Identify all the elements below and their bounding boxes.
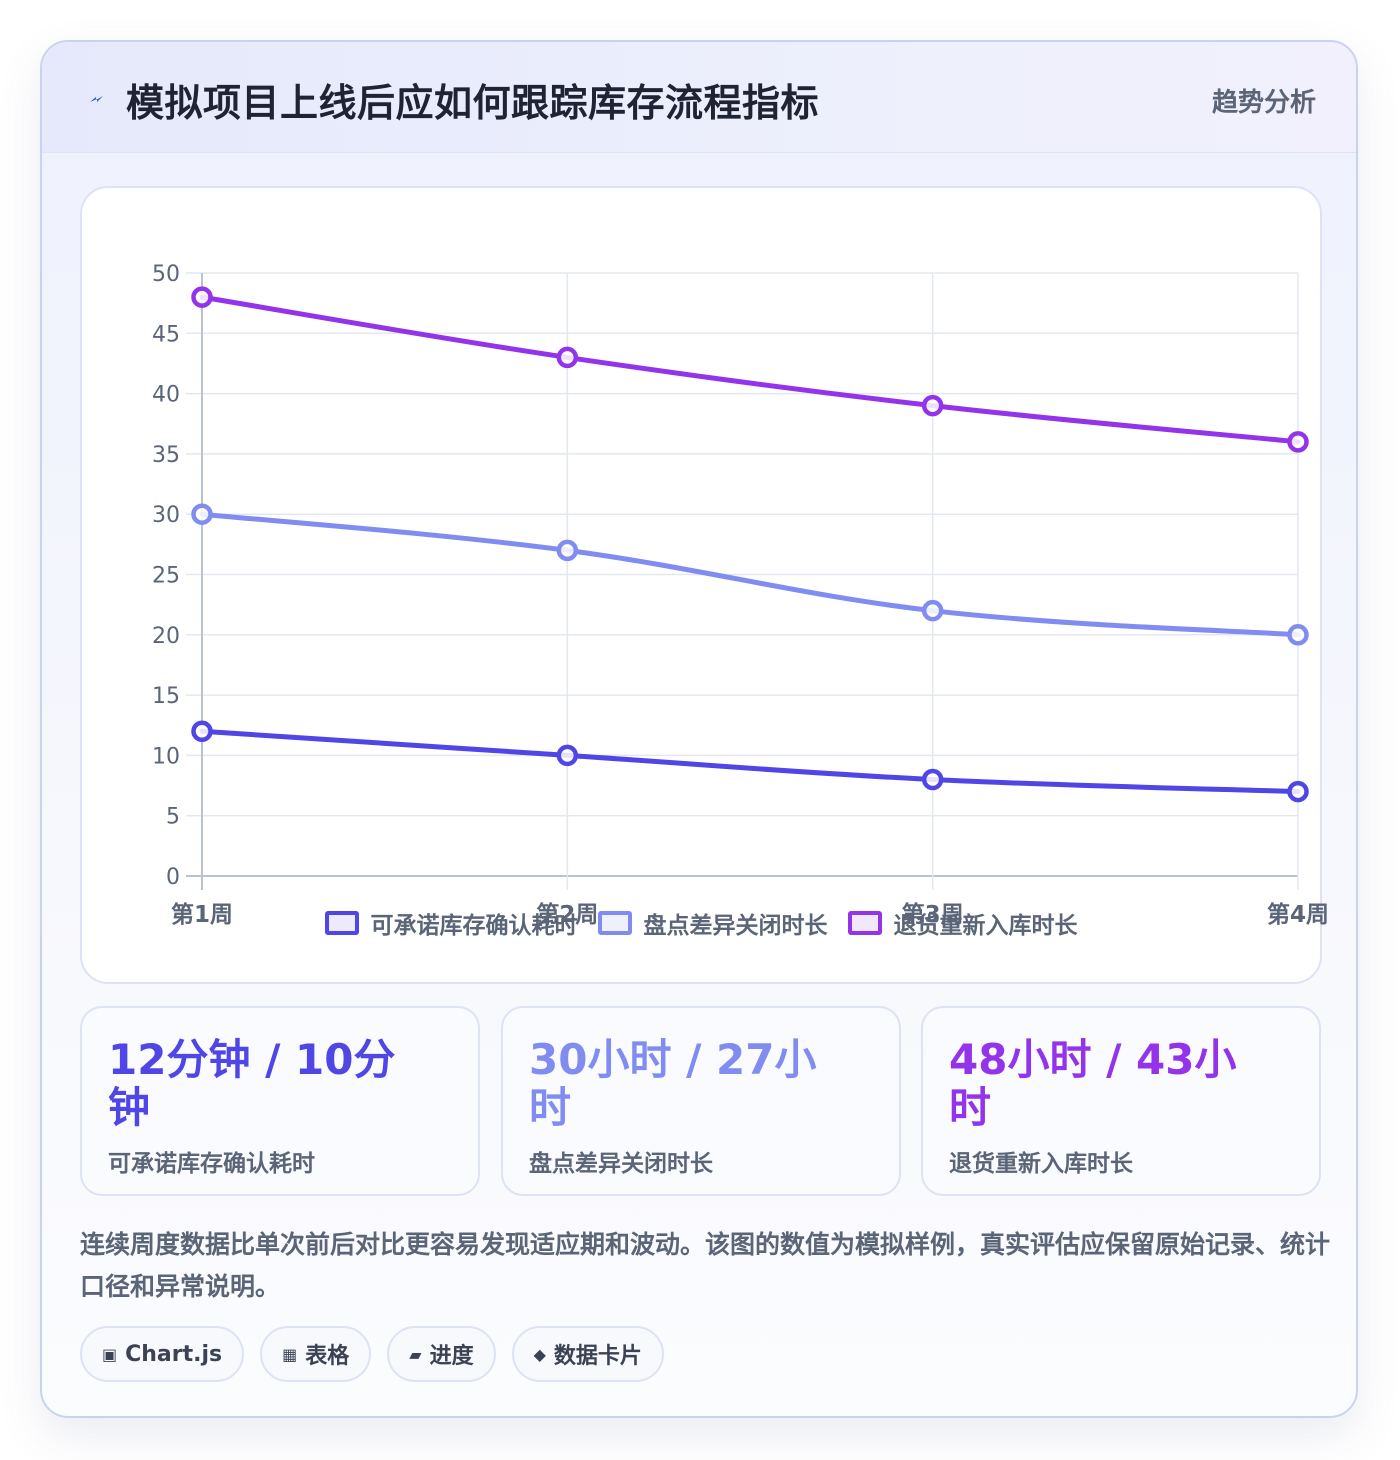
card-header: 模拟项目上线后应如何跟踪库存流程指标 趋势分析 bbox=[42, 42, 1356, 153]
line-chart: 0 5 10 15 20 25 30 35 40 45 50 第1周 第2周 第3周 第4周 bbox=[152, 262, 1329, 928]
stat-value: 12分钟 / 10分钟 bbox=[108, 1035, 396, 1132]
lightning-icon bbox=[90, 96, 103, 102]
series-line bbox=[199, 294, 1301, 445]
legend-swatch bbox=[847, 911, 882, 935]
legend-item[interactable]: 盘点差异关闭时长 bbox=[597, 906, 828, 940]
data-point[interactable] bbox=[556, 744, 579, 767]
stat-card: 12分钟 / 10分钟可承诺库存确认耗时 bbox=[80, 1006, 480, 1196]
data-point[interactable] bbox=[1287, 780, 1309, 803]
data-point[interactable] bbox=[1287, 431, 1309, 453]
y-tick-label: 0 bbox=[166, 865, 180, 890]
header-badge: 趋势分析 bbox=[1211, 88, 1316, 118]
series-1 bbox=[191, 720, 1309, 803]
tag-chip[interactable]: ▦ 表格 bbox=[260, 1326, 372, 1382]
stat-label: 退货重新入库时长 bbox=[949, 1151, 1133, 1177]
y-tick-label: 5 bbox=[166, 805, 180, 830]
x-tick-label: 第1周 bbox=[171, 901, 233, 928]
stat-label: 盘点差异关闭时长 bbox=[529, 1151, 713, 1177]
tag-chip[interactable]: ◆ 数据卡片 bbox=[511, 1326, 664, 1382]
stat-card: 48小时 / 43小时退货重新入库时长 bbox=[921, 1006, 1321, 1196]
legend-swatch bbox=[324, 911, 359, 935]
tag-chip[interactable]: ▰ 进度 bbox=[387, 1326, 496, 1382]
stat-cards: 12分钟 / 10分钟 可承诺库存确认耗时 30小时 / 27小时 盘点差异关闭时长 4… bbox=[80, 1006, 1322, 1196]
stat-value: 48小时 / 43小时 bbox=[949, 1035, 1237, 1132]
x-tick-label: 第4周 bbox=[1267, 901, 1329, 928]
y-tick-label: 15 bbox=[152, 684, 180, 709]
page-title: 模拟项目上线后应如何跟踪库存流程指标 bbox=[126, 81, 820, 125]
y-tick-label: 35 bbox=[152, 443, 180, 468]
y-tick-label: 10 bbox=[152, 744, 180, 769]
y-tick-label: 20 bbox=[152, 624, 180, 649]
legend-label: 退货重新入库时长 bbox=[893, 913, 1078, 939]
table-icon: ▦ bbox=[282, 1344, 298, 1364]
metrics-card: 模拟项目上线后应如何跟踪库存流程指标 趋势分析 0 5 10 15 20 25 30 35 40… bbox=[40, 40, 1358, 1418]
data-point[interactable] bbox=[556, 539, 579, 562]
data-point[interactable] bbox=[191, 286, 213, 308]
series-2 bbox=[191, 503, 1309, 646]
data-point[interactable] bbox=[1287, 624, 1309, 646]
y-tick-label: 40 bbox=[152, 383, 180, 408]
series-lines bbox=[191, 286, 1309, 803]
x-axis-ticks: 第1周 第2周 第3周 第4周 bbox=[171, 901, 1329, 928]
y-tick-label: 50 bbox=[152, 262, 180, 287]
data-point[interactable] bbox=[921, 394, 944, 417]
progress-icon: ▰ bbox=[409, 1344, 422, 1364]
x-tick-label: 第3周 bbox=[902, 901, 964, 928]
chart-panel: 0 5 10 15 20 25 30 35 40 45 50 第1周 第2周 第3周 第4周 可承诺库存确… bbox=[80, 186, 1329, 984]
x-tick-label: 第2周 bbox=[536, 901, 598, 928]
stat-label: 可承诺库存确认耗时 bbox=[108, 1151, 315, 1177]
y-tick-label: 45 bbox=[152, 322, 180, 347]
legend-label: 盘点差异关闭时长 bbox=[643, 913, 828, 939]
data-point[interactable] bbox=[556, 346, 579, 369]
series-3 bbox=[191, 286, 1309, 453]
data-point[interactable] bbox=[191, 720, 213, 743]
tag-label: 数据卡片 bbox=[553, 1344, 642, 1369]
legend-item[interactable]: 可承诺库存确认耗时 bbox=[324, 906, 578, 940]
tag-label: Chart.js bbox=[125, 1341, 223, 1367]
tag-chip[interactable]: ▣ Chart.js bbox=[80, 1326, 245, 1382]
data-point[interactable] bbox=[921, 599, 944, 622]
series-line bbox=[199, 511, 1301, 638]
legend-label: 可承诺库存确认耗时 bbox=[370, 913, 578, 939]
y-tick-label: 25 bbox=[152, 564, 180, 589]
tag-label: 进度 bbox=[429, 1344, 474, 1369]
legend-swatch bbox=[597, 911, 632, 935]
legend-item[interactable]: 退货重新入库时长 bbox=[847, 906, 1078, 940]
tag-list: ▣ Chart.js ▦ 表格 ▰ 进度 ◆ 数据卡片 bbox=[80, 1326, 664, 1382]
series-line bbox=[199, 728, 1301, 795]
data-point[interactable] bbox=[191, 503, 213, 525]
chart-note: 连续周度数据比单次前后对比更容易发现适应期和波动。该图的数值为模拟样例，真实评估… bbox=[80, 1230, 1331, 1301]
data-point[interactable] bbox=[921, 768, 944, 791]
y-axis-ticks: 0 5 10 15 20 25 30 35 40 45 50 bbox=[152, 262, 180, 890]
diamond-icon: ◆ bbox=[533, 1344, 546, 1364]
chart-legend: 可承诺库存确认耗时 盘点差异关闭时长 退货重新入库时长 bbox=[82, 906, 1320, 940]
y-tick-label: 30 bbox=[152, 503, 180, 528]
stat-card: 30小时 / 27小时盘点差异关闭时长 bbox=[501, 1006, 901, 1196]
stat-value: 30小时 / 27小时 bbox=[529, 1035, 817, 1132]
chart-icon: ▣ bbox=[102, 1344, 118, 1364]
tag-label: 表格 bbox=[305, 1344, 350, 1369]
